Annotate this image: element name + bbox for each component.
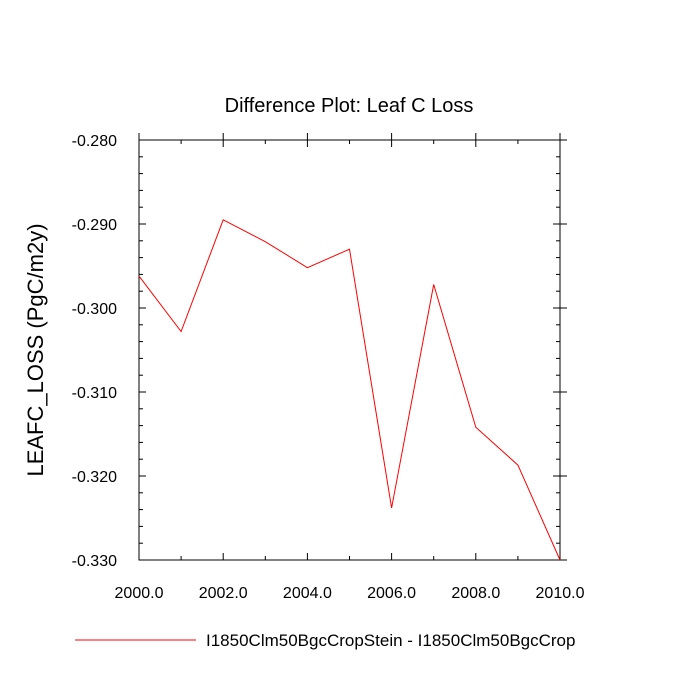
x-tick-label: 2010.0 [536,585,585,602]
legend: I1850Clm50BgcCropStein - I1850Clm50BgcCr… [75,631,575,650]
x-tick-label: 2002.0 [199,585,248,602]
y-tick-label: -0.300 [72,301,117,318]
y-tick-label: -0.320 [72,469,117,486]
x-tick-label: 2008.0 [451,585,500,602]
x-tick-label: 2006.0 [367,585,416,602]
plot-frame [138,139,561,561]
y-axis-label: LEAFC_LOSS (PgC/m2y) [23,223,48,476]
y-tick-label: -0.280 [72,133,117,150]
plot-area: 2000.0 2002.0 2004.0 2006.0 2008.0 2010.0 -0.2… [72,133,585,602]
x-tick-label: 2000.0 [115,585,164,602]
legend-label: I1850Clm50BgcCropStein - I1850Clm50BgcCr… [206,631,575,650]
x-tick-label: 2004.0 [283,585,332,602]
series-line [138,219,561,561]
y-tick-label: -0.330 [72,553,117,570]
y-tick-label: -0.290 [72,217,117,234]
y-tick-label: -0.310 [72,385,117,402]
chart-title: Difference Plot: Leaf C Loss [225,95,474,117]
